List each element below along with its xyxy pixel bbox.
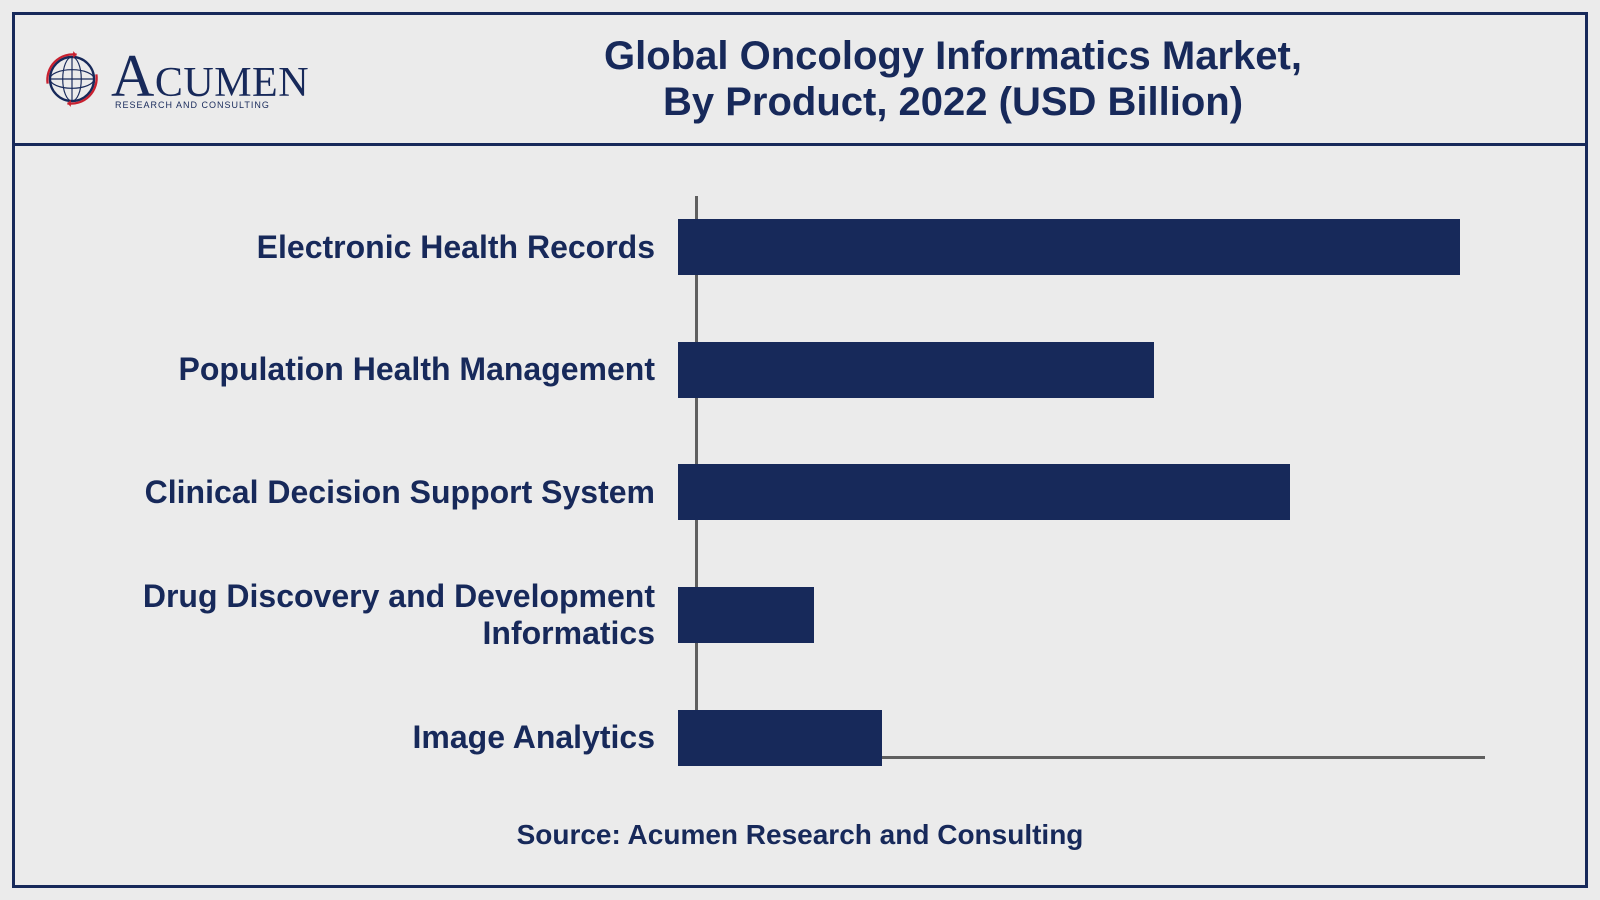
bar [678,219,1460,275]
category-label: Clinical Decision Support System [75,474,675,511]
source-text: Source: Acumen Research and Consulting [75,819,1525,865]
category-label: Image Analytics [75,719,675,756]
bar-track [675,342,1525,398]
chart-plot-area: Electronic Health Records Population Hea… [75,186,1525,819]
logo-sub-text: RESEARCH AND CONSULTING [115,101,309,109]
chart-title: Global Oncology Informatics Market, By P… [349,33,1557,125]
bar-track [675,464,1525,520]
bar [678,342,1154,398]
bar [678,464,1290,520]
title-line-1: Global Oncology Informatics Market, [349,33,1557,79]
header-bar: ACUMEN RESEARCH AND CONSULTING Global On… [15,15,1585,146]
logo-text: ACUMEN RESEARCH AND CONSULTING [111,49,309,109]
bar-track [675,219,1525,275]
bar-row: Drug Discovery and Development Informati… [75,565,1525,665]
bar-row: Image Analytics [75,688,1525,788]
chart-body: Electronic Health Records Population Hea… [15,146,1585,885]
bar [678,587,814,643]
category-label: Electronic Health Records [75,229,675,266]
bar-row: Population Health Management [75,320,1525,420]
title-line-2: By Product, 2022 (USD Billion) [349,79,1557,125]
logo-main-text: ACUMEN [111,49,309,103]
category-label: Population Health Management [75,351,675,388]
bar-row: Electronic Health Records [75,197,1525,297]
globe-icon [43,50,101,108]
bar-track [675,587,1525,643]
category-label: Drug Discovery and Development Informati… [75,578,675,652]
bar-track [675,710,1525,766]
bar [678,710,882,766]
chart-frame: ACUMEN RESEARCH AND CONSULTING Global On… [12,12,1588,888]
bar-row: Clinical Decision Support System [75,442,1525,542]
logo: ACUMEN RESEARCH AND CONSULTING [43,49,309,109]
